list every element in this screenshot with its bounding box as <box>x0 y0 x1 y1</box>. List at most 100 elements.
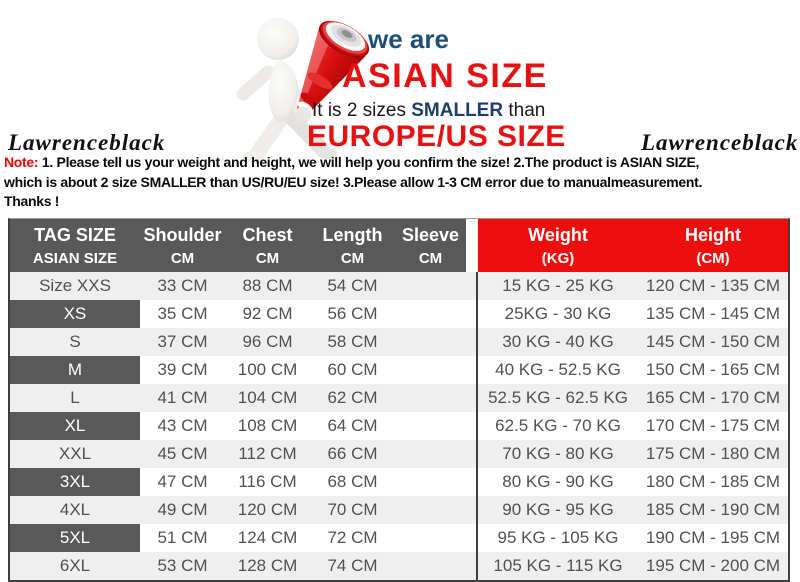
cell-length: 60 CM <box>327 360 378 379</box>
cell-height: 145 CM - 150 CM <box>645 332 781 351</box>
cell-shoulder: 51 CM <box>157 528 208 547</box>
header-cell-sleeve: Sleeve CM <box>395 219 478 272</box>
cell-length: 66 CM <box>327 444 378 463</box>
note-label: Note: <box>4 154 39 170</box>
cell-weight: 52.5 KG - 62.5 KG <box>488 388 628 407</box>
cell-weight: 105 KG - 115 KG <box>493 556 623 575</box>
table-row: 5XL 51 CM 124 CM 72 CM 95 KG - 105 KG 190 CM … <box>10 524 788 552</box>
note-text: Note: 1. Please tell us your weight and … <box>4 153 702 212</box>
smaller-suffix: than <box>503 100 546 121</box>
table-row: 6XL 53 CM 128 CM 74 CM 105 KG - 115 KG 195 CM… <box>10 552 788 580</box>
cell-shoulder: 47 CM <box>157 472 208 491</box>
cell-height: 175 CM - 180 CM <box>645 444 781 463</box>
cell-weight: 15 KG - 25 KG <box>502 276 614 295</box>
cell-height: 180 CM - 185 CM <box>645 472 781 491</box>
cell-length: 68 CM <box>327 472 378 491</box>
table-row: 4XL 49 CM 120 CM 70 CM 90 KG - 95 KG 185 CM -… <box>10 496 788 524</box>
note-line-1-rest: 1. Please tell us your weight and height… <box>38 154 700 170</box>
cell-length: 58 CM <box>327 332 378 351</box>
table-row: L 41 CM 104 CM 62 CM 52.5 KG - 62.5 KG 165 CM… <box>10 384 788 412</box>
cell-shoulder: 41 CM <box>157 388 208 407</box>
cell-size: XS <box>10 300 140 328</box>
table-row: M 39 CM 100 CM 60 CM 40 KG - 52.5 KG 150 CM -… <box>10 356 788 384</box>
cell-sleeve <box>395 328 478 356</box>
cell-size: 5XL <box>10 524 140 552</box>
smaller-prefix: It is 2 sizes <box>312 100 412 121</box>
note-line-3: Thanks ! <box>4 193 60 209</box>
cell-chest: 108 CM <box>237 416 298 435</box>
cell-sleeve <box>395 300 478 328</box>
we-are-text: we are <box>368 24 449 54</box>
cell-size: Size XXS <box>39 276 111 295</box>
cell-chest: 92 CM <box>242 304 293 323</box>
cell-length: 62 CM <box>327 388 378 407</box>
header-cell-shoulder: Shoulder CM <box>140 219 225 272</box>
cell-sleeve <box>395 412 478 440</box>
cell-sleeve <box>395 524 478 552</box>
cell-chest: 112 CM <box>238 444 297 463</box>
europe-size-heading: EUROPE/US SIZE <box>307 120 566 153</box>
cell-weight: 62.5 KG - 70 KG <box>495 416 621 435</box>
cell-sleeve <box>395 440 478 468</box>
cell-size: 4XL <box>59 500 91 519</box>
cell-size: M <box>10 356 140 384</box>
cell-size: XL <box>10 412 140 440</box>
note-line-1: Note: 1. Please tell us your weight and … <box>4 153 702 173</box>
table-row: XL 43 CM 108 CM 64 CM 62.5 KG - 70 KG 170 CM … <box>10 412 788 440</box>
cell-length: 70 CM <box>327 500 378 519</box>
cell-chest: 88 CM <box>242 276 293 295</box>
size-table: TAG SIZE ASIAN SIZE Shoulder CM Chest CM… <box>8 218 790 582</box>
size-table-body: Size XXS 33 CM 88 CM 54 CM 15 KG - 25 KG 120 … <box>10 272 788 580</box>
note-line-2: which is about 2 size SMALLER than US/RU… <box>4 173 703 190</box>
cell-height: 120 CM - 135 CM <box>645 276 781 295</box>
cell-weight: 70 KG - 80 KG <box>502 444 614 463</box>
asian-size-heading: ASIAN SIZE <box>342 57 548 95</box>
cell-length: 72 CM <box>327 528 378 547</box>
table-row: S 37 CM 96 CM 58 CM 30 KG - 40 KG 145 CM - 15… <box>10 328 788 356</box>
table-row: XXL 45 CM 112 CM 66 CM 70 KG - 80 KG 175 CM -… <box>10 440 788 468</box>
cell-shoulder: 39 CM <box>157 360 208 379</box>
cell-height: 195 CM - 200 CM <box>645 556 781 575</box>
megaphone-icon <box>236 18 370 163</box>
cell-chest: 124 CM <box>237 528 298 547</box>
cell-sleeve <box>395 468 478 496</box>
cell-height: 165 CM - 170 CM <box>645 388 781 407</box>
cell-shoulder: 35 CM <box>157 304 208 323</box>
cell-shoulder: 33 CM <box>157 276 208 295</box>
brand-left: Lawrenceblack <box>8 130 166 155</box>
cell-length: 56 CM <box>327 304 378 323</box>
cell-size: XXL <box>58 444 92 463</box>
cell-sleeve <box>395 356 478 384</box>
cell-weight: 40 KG - 52.5 KG <box>495 360 621 379</box>
cell-height: 170 CM - 175 CM <box>645 416 781 435</box>
cell-shoulder: 49 CM <box>157 500 208 519</box>
cell-size: L <box>70 388 80 407</box>
brand-right: Lawrenceblack <box>641 130 799 155</box>
cell-length: 74 CM <box>327 556 378 575</box>
cell-length: 54 CM <box>327 276 378 295</box>
cell-chest: 100 CM <box>237 360 298 379</box>
cell-shoulder: 53 CM <box>157 556 208 575</box>
table-row: 3XL 47 CM 116 CM 68 CM 80 KG - 90 KG 180 CM -… <box>10 468 788 496</box>
cell-weight: 30 KG - 40 KG <box>502 332 614 351</box>
cell-size: 3XL <box>10 468 140 496</box>
cell-height: 190 CM - 195 CM <box>645 528 781 547</box>
cell-sleeve <box>395 384 478 412</box>
smaller-word: SMALLER <box>411 100 504 121</box>
cell-size: 6XL <box>59 556 91 575</box>
header-cell-chest: Chest CM <box>225 219 310 272</box>
cell-weight: 90 KG - 95 KG <box>502 500 614 519</box>
cell-chest: 120 CM <box>237 500 298 519</box>
header-cell-tag-size: TAG SIZE ASIAN SIZE <box>10 219 140 272</box>
cell-height: 185 CM - 190 CM <box>645 500 781 519</box>
smaller-line: It is 2 sizes SMALLER than <box>312 100 545 122</box>
cell-chest: 128 CM <box>237 556 298 575</box>
cell-shoulder: 37 CM <box>157 332 208 351</box>
cell-length: 64 CM <box>327 416 378 435</box>
cell-sleeve <box>395 552 478 580</box>
cell-weight: 80 KG - 90 KG <box>502 472 614 491</box>
cell-shoulder: 45 CM <box>157 444 208 463</box>
cell-height: 150 CM - 165 CM <box>645 360 781 379</box>
cell-weight: 25KG - 30 KG <box>504 304 612 323</box>
table-header: TAG SIZE ASIAN SIZE Shoulder CM Chest CM… <box>10 219 788 272</box>
